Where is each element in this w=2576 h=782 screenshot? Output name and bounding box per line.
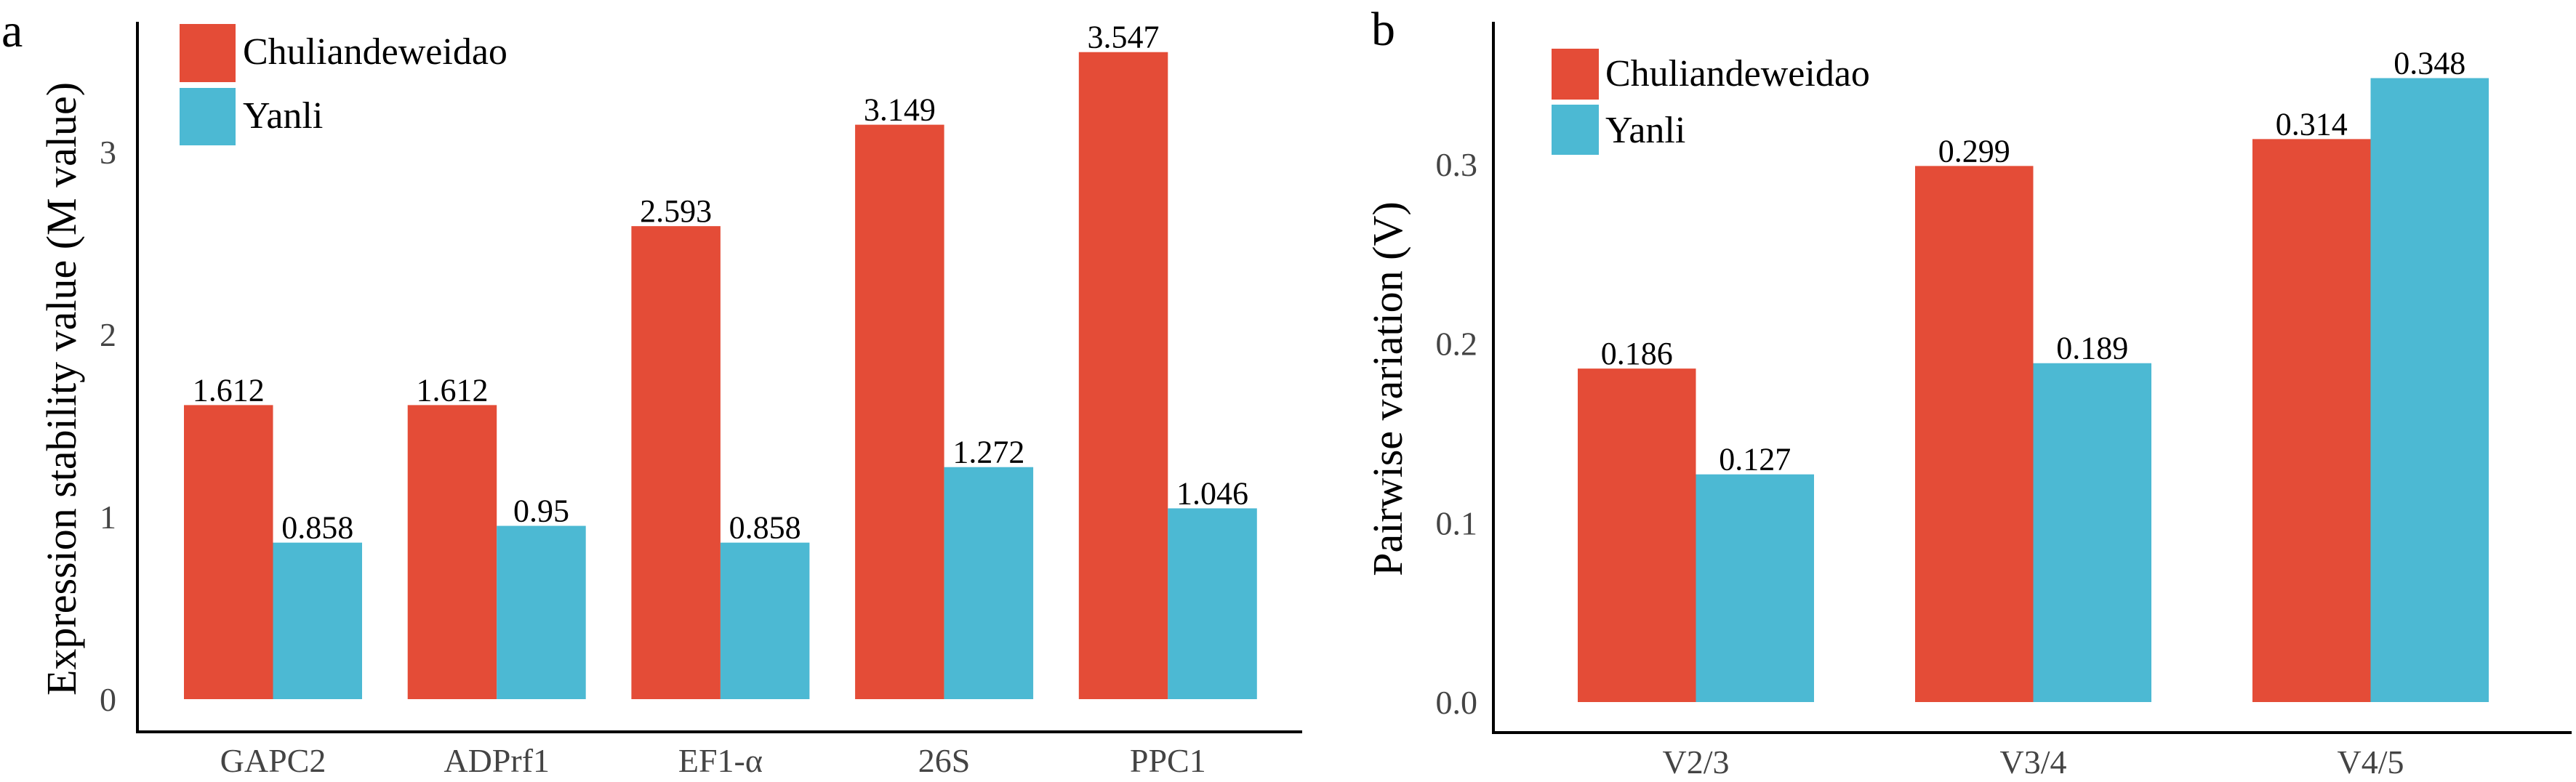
y-tick-label: 0.2 (1436, 326, 1478, 363)
bar-yanli (2033, 363, 2151, 702)
data-label: 0.858 (729, 510, 801, 546)
data-label: 0.127 (1719, 442, 1791, 477)
data-label: 0.299 (1938, 133, 2010, 169)
x-tick-label: EF1-α (678, 742, 763, 779)
bar-chuliandeweidao (631, 226, 721, 700)
bar-yanli (273, 542, 362, 699)
x-tick-label: GAPC2 (220, 742, 326, 779)
legend-label-chuliandeweidao: Chuliandeweidao (1605, 53, 1870, 94)
data-label: 3.149 (864, 92, 936, 128)
data-label: 0.186 (1601, 336, 1673, 371)
bar-yanli (497, 525, 586, 699)
bar-chuliandeweidao (184, 405, 273, 699)
x-tick-label: ADPrf1 (444, 742, 550, 779)
y-tick-label: 0 (100, 681, 116, 718)
x-tick-label: 26S (918, 742, 971, 779)
legend-label-yanli: Yanli (243, 95, 323, 137)
bar-chuliandeweidao (2252, 139, 2371, 702)
bar-yanli (720, 542, 810, 699)
data-label: 0.314 (2276, 106, 2348, 142)
x-tick-label: PPC1 (1130, 742, 1206, 779)
bar-yanli (1696, 474, 1814, 702)
y-tick-label: 2 (100, 316, 116, 353)
panel-b-chart: b Pairwise variation (V) Chuliandeweidao… (1364, 3, 2572, 781)
x-tick-label: V3/4 (2000, 743, 2067, 781)
panel-a-label: a (1, 4, 23, 57)
data-label: 3.547 (1088, 20, 1160, 55)
data-label: 0.95 (513, 493, 569, 529)
legend-label-chuliandeweidao: Chuliandeweidao (243, 31, 507, 73)
legend-swatch-yanli (180, 88, 236, 145)
legend-swatch-chuliandeweidao (1552, 49, 1599, 100)
data-label: 0.348 (2394, 45, 2465, 81)
y-tick-label: 0.0 (1436, 684, 1478, 721)
bar-chuliandeweidao (1578, 368, 1696, 702)
y-tick-label: 1 (100, 499, 116, 536)
data-label: 1.046 (1176, 475, 1248, 511)
y-tick-label: 3 (100, 134, 116, 171)
y-tick-label: 0.1 (1436, 504, 1478, 541)
legend-swatch-chuliandeweidao (180, 24, 236, 82)
bar-chuliandeweidao (855, 124, 944, 699)
legend-label-yanli: Yanli (1605, 110, 1685, 151)
bar-chuliandeweidao (1078, 52, 1168, 699)
panel-b-legend: Chuliandeweidao Yanli (1552, 49, 1870, 155)
data-label: 1.272 (952, 435, 1024, 470)
bar-yanli (944, 467, 1034, 699)
data-label: 2.593 (640, 193, 712, 229)
panel-b-y-axis-title: Pairwise variation (V) (1364, 201, 1411, 576)
bar-yanli (2370, 78, 2489, 702)
panel-a-y-axis-title: Expression stability value (M value) (38, 82, 85, 696)
panel-b-label: b (1371, 3, 1395, 56)
data-label: 1.612 (193, 372, 265, 408)
panel-a-chart: a Expression stability value (M value) C… (1, 4, 1302, 779)
data-label: 0.189 (2056, 331, 2128, 366)
x-tick-label: V4/5 (2338, 743, 2404, 781)
legend-swatch-yanli (1552, 105, 1599, 155)
bar-chuliandeweidao (1915, 166, 2034, 702)
bar-chuliandeweidao (407, 405, 497, 699)
x-tick-label: V2/3 (1663, 743, 1730, 781)
bar-yanli (1168, 508, 1257, 699)
data-label: 1.612 (416, 372, 488, 408)
panel-a-legend: Chuliandeweidao Yanli (180, 24, 507, 145)
y-tick-label: 0.3 (1436, 146, 1478, 183)
data-label: 0.858 (281, 510, 353, 546)
